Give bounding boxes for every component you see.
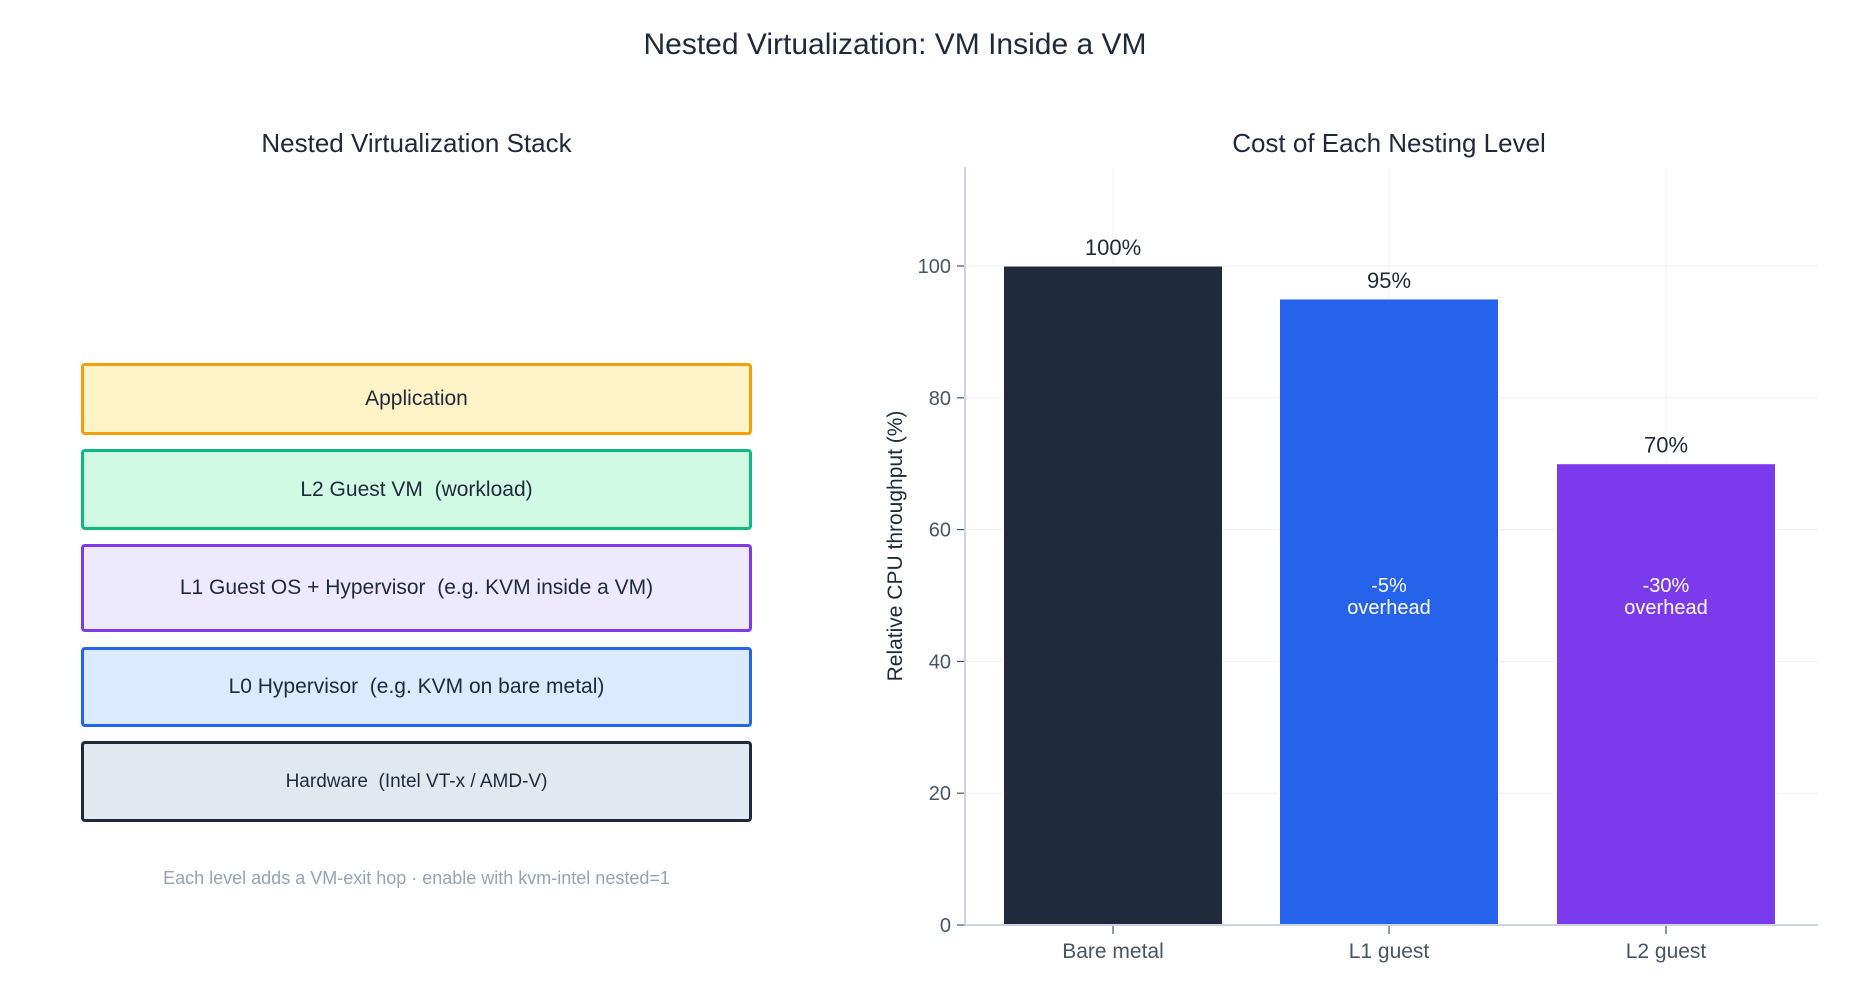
x-tick-label: L2 guest xyxy=(1626,940,1707,963)
y-tick-label: 40 xyxy=(929,651,951,673)
y-tick-label: 0 xyxy=(940,915,951,937)
overhead-annotation: -5% xyxy=(1371,575,1407,597)
y-tick-label: 100 xyxy=(918,256,951,278)
x-tick-label: Bare metal xyxy=(1062,940,1164,963)
layer-label: Application xyxy=(365,387,468,410)
layer-l1-guest-hypervisor: L1 Guest OS + Hypervisor (e.g. KVM insid… xyxy=(81,544,752,632)
stack-title: Nested Virtualization Stack xyxy=(261,128,572,158)
layer-l0-hypervisor: L0 Hypervisor (e.g. KVM on bare metal) xyxy=(81,647,752,727)
bar-l2-guest xyxy=(1556,463,1776,926)
overhead-annotation: overhead xyxy=(1624,597,1707,619)
layer-label: L1 Guest OS + Hypervisor (e.g. KVM insid… xyxy=(179,576,654,599)
layer-label: L0 Hypervisor (e.g. KVM on bare metal) xyxy=(228,675,605,698)
y-tick-label: 60 xyxy=(929,520,951,542)
y-tick-label: 80 xyxy=(929,388,951,410)
bar-bare-metal xyxy=(1003,265,1223,926)
layer-label: L2 Guest VM (workload) xyxy=(300,477,533,501)
layer-label: Hardware (Intel VT-x / AMD-V) xyxy=(285,770,548,792)
y-axis-label: Relative CPU throughput (%) xyxy=(884,411,907,682)
layer-application: Application xyxy=(81,363,752,435)
layer-l2-guest-vm: L2 Guest VM (workload) xyxy=(81,449,752,530)
overhead-annotation: -30% xyxy=(1643,575,1690,597)
bar-value-label: 100% xyxy=(1085,235,1141,260)
overhead-annotation: overhead xyxy=(1347,597,1430,619)
y-tick-label: 20 xyxy=(929,783,951,805)
stack-footnote: Each level adds a VM-exit hop · enable w… xyxy=(163,868,670,888)
layer-hardware: Hardware (Intel VT-x / AMD-V) xyxy=(81,741,752,822)
bar-value-label: 70% xyxy=(1644,433,1688,458)
x-tick-label: L1 guest xyxy=(1349,940,1430,963)
figure-title: Nested Virtualization: VM Inside a VM xyxy=(643,28,1147,61)
bar-l1-guest xyxy=(1279,298,1499,926)
chart-title: Cost of Each Nesting Level xyxy=(1232,128,1546,158)
bar-value-label: 95% xyxy=(1367,268,1411,293)
